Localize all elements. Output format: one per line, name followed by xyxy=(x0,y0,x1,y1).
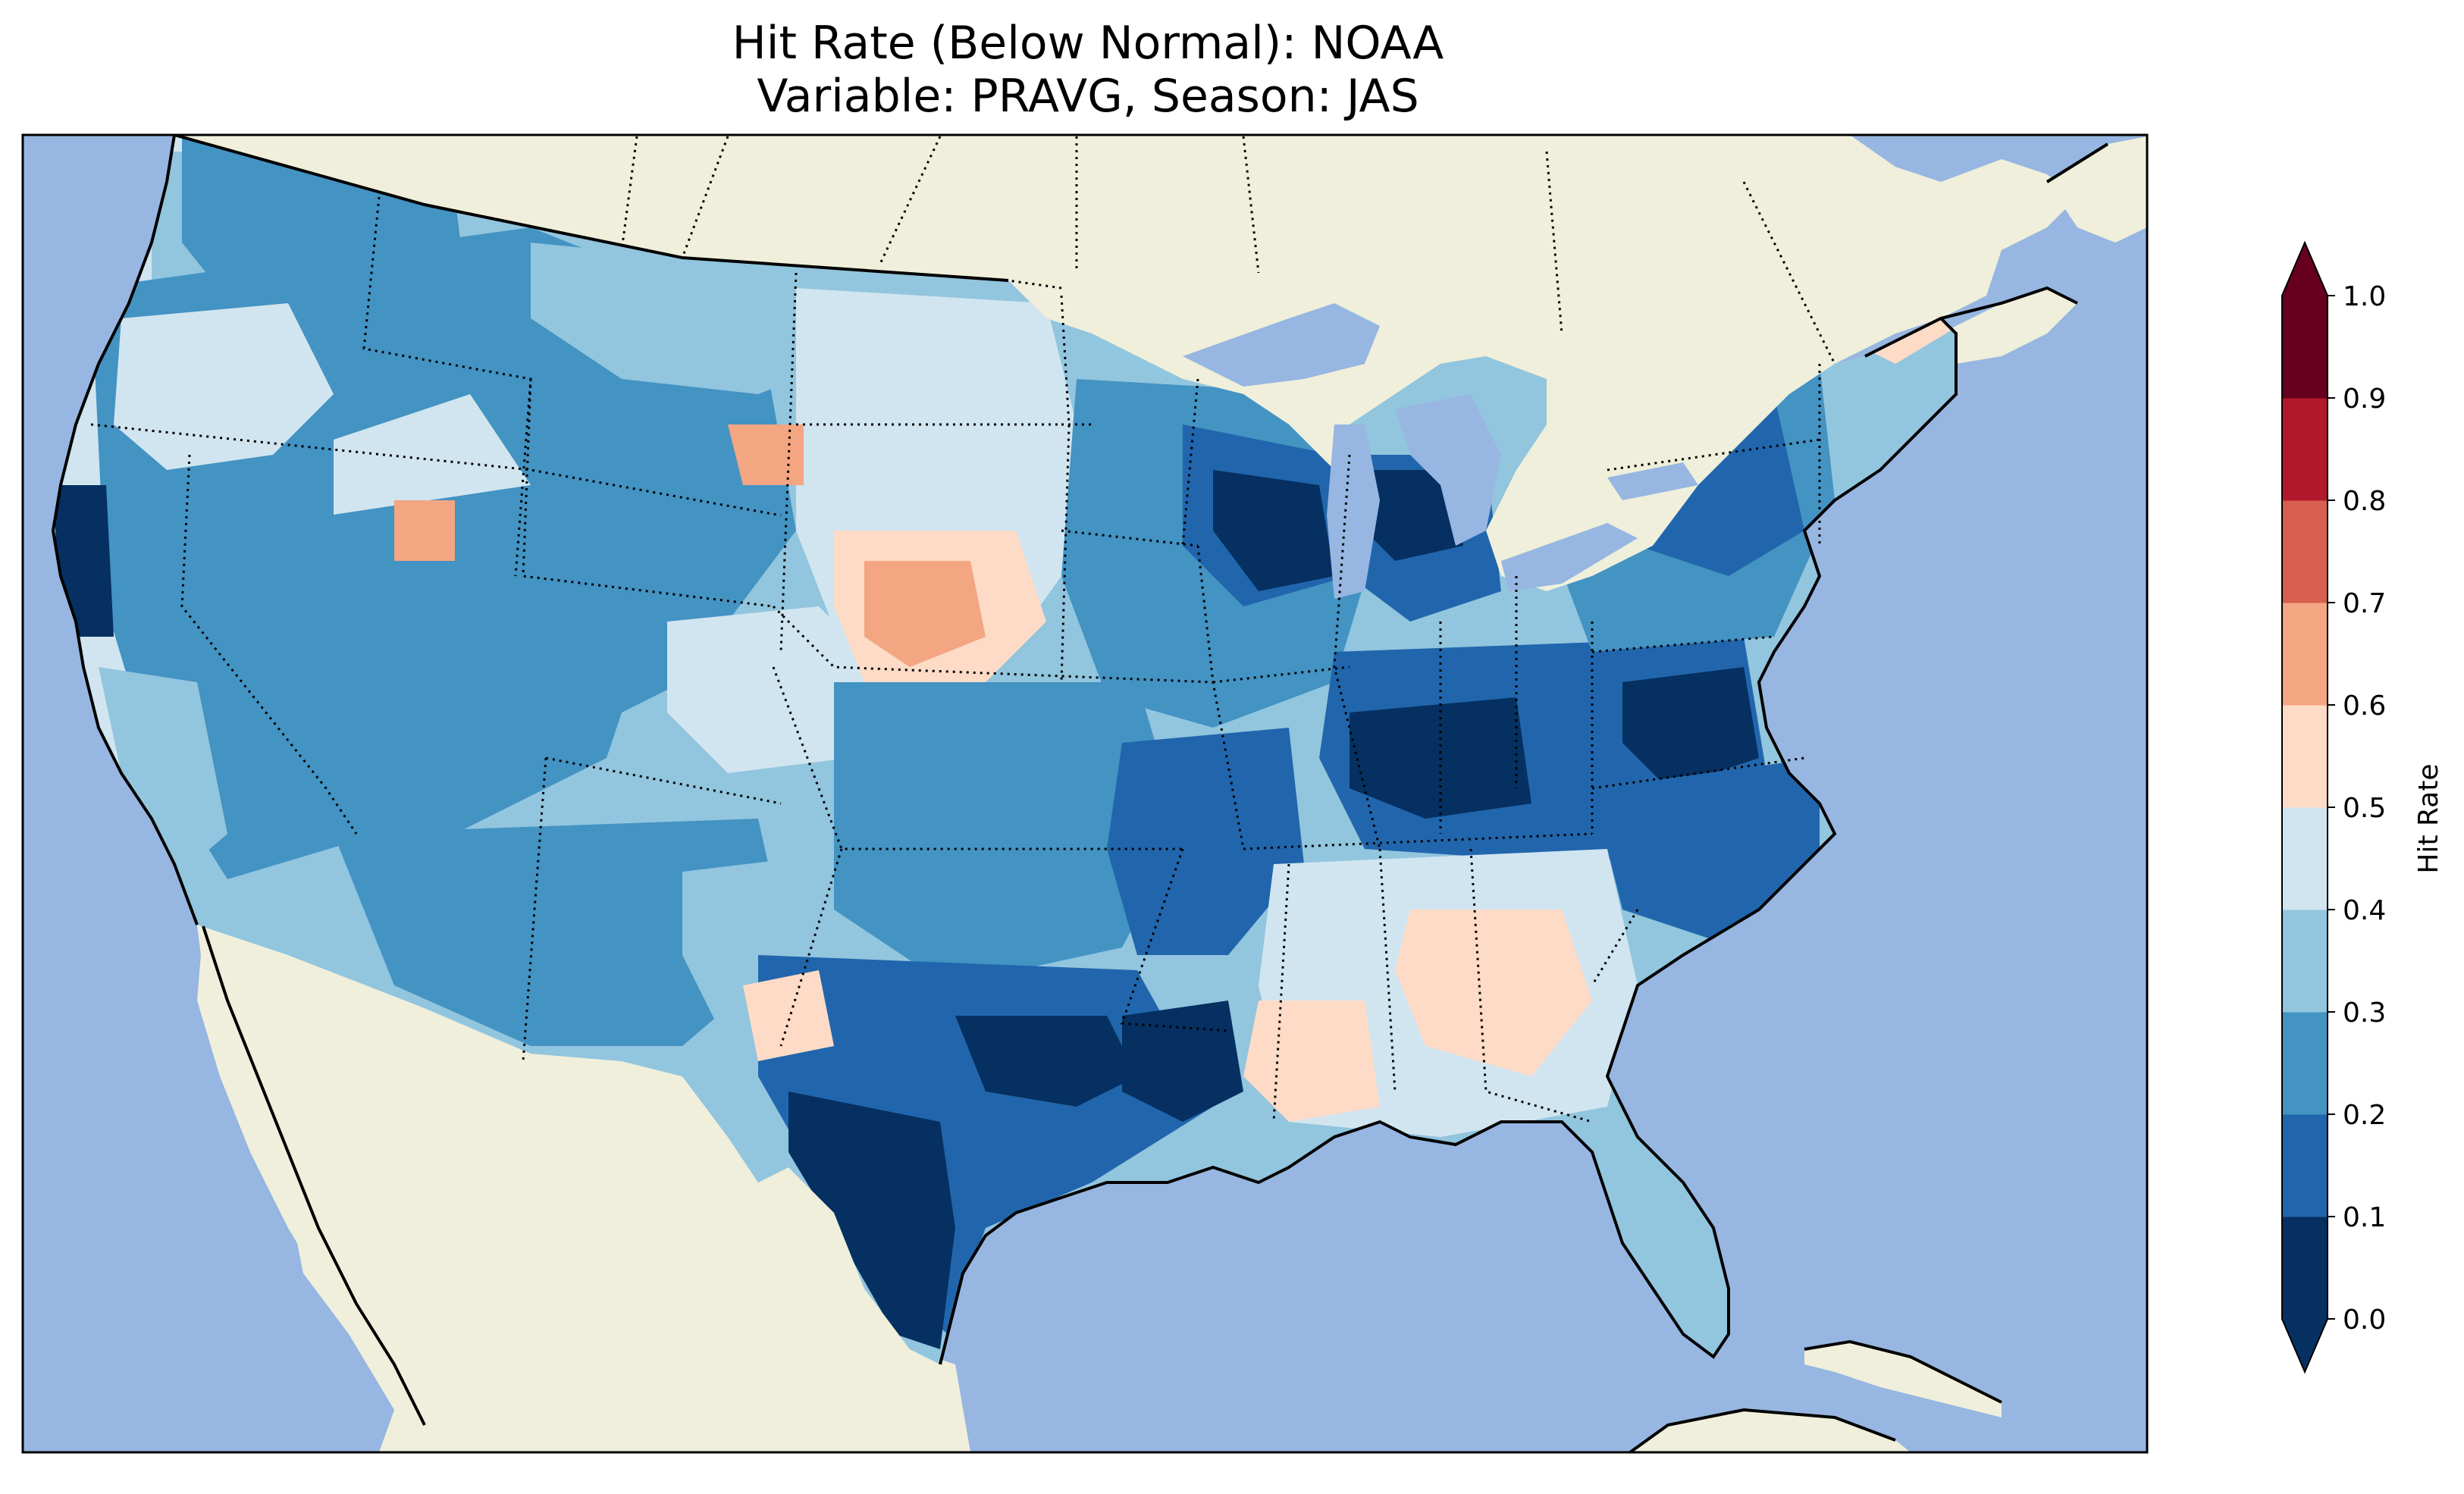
region-ks xyxy=(834,682,1183,985)
region-mt xyxy=(531,243,872,394)
map-title: Hit Rate (Below Normal): NOAA xyxy=(732,17,1444,70)
colorbar-segment xyxy=(2282,1012,2328,1115)
region-la-darkest xyxy=(1122,1001,1243,1122)
region-ms-warm xyxy=(1243,1001,1380,1122)
colorbar-tick-label: 0.7 xyxy=(2343,588,2386,619)
colorbar-segment xyxy=(2282,910,2328,1013)
newfoundland-land xyxy=(2047,136,2147,243)
colorbar-segment xyxy=(2282,1217,2328,1320)
map-subtitle: Variable: PRAVG, Season: JAS xyxy=(757,70,1419,123)
colorbar-tick-label: 0.6 xyxy=(2343,691,2386,722)
colorbar-tick-label: 0.2 xyxy=(2343,1100,2386,1131)
colorbar-tick-label: 0.5 xyxy=(2343,793,2386,824)
colorbar-segment xyxy=(2282,807,2328,910)
colorbar-segment xyxy=(2282,296,2328,399)
nova-scotia-land xyxy=(1941,288,2077,364)
mexico-land xyxy=(197,925,970,1452)
map-area xyxy=(23,135,2147,1452)
region-gaal-warm xyxy=(1395,910,1592,1076)
colorbar-segment xyxy=(2282,500,2328,603)
region-va-darkest xyxy=(1622,667,1759,788)
colorbar-tick-label: 0.8 xyxy=(2343,486,2386,517)
colorbar-tick-label: 0.1 xyxy=(2343,1202,2386,1233)
lake-erie xyxy=(1501,523,1638,591)
region-carolinas xyxy=(1592,758,1820,940)
cuba-land xyxy=(1804,1342,2002,1417)
region-nw-light xyxy=(114,303,334,470)
state-borders xyxy=(90,196,1821,1123)
colorbar-segment xyxy=(2282,1114,2328,1217)
lake-huron xyxy=(1395,394,1501,546)
colorbar-tick-label: 0.9 xyxy=(2343,384,2386,415)
region-tx-north-darkest xyxy=(955,1016,1137,1107)
region-nm-warm xyxy=(743,970,834,1061)
region-nv xyxy=(197,485,652,849)
colorbar-extend-max xyxy=(2282,243,2328,296)
lake-michigan xyxy=(1327,424,1380,599)
colorbar-segment xyxy=(2282,398,2328,501)
region-ne-hot xyxy=(864,561,986,667)
region-id-warm xyxy=(394,500,455,561)
colorbar-tick-label: 1.0 xyxy=(2343,281,2386,312)
region-wy-warm xyxy=(728,424,804,485)
region-mi-darkest xyxy=(1365,470,1463,561)
canada-land xyxy=(174,135,2077,591)
colorbar-tick-label: 0.4 xyxy=(2343,895,2386,926)
lake-superior xyxy=(1183,303,1380,387)
colorbar-segment xyxy=(2282,705,2328,808)
lake-ontario xyxy=(1607,462,1698,500)
map-frame xyxy=(21,133,2149,1454)
region-ar xyxy=(1107,728,1304,955)
colorbar-tick-label: 0.0 xyxy=(2343,1305,2386,1336)
colorbar-segment xyxy=(2282,603,2328,706)
region-ca-south-light xyxy=(99,667,227,879)
country-borders xyxy=(620,136,1836,365)
coastlines xyxy=(51,135,2109,1452)
region-wi-darkest xyxy=(1213,470,1334,591)
colorbar: 0.0 0.1 0.2 0.3 0.4 0.5 0.6 0.7 0.8 0.9 1.0 xyxy=(2281,240,2386,1374)
colorbar-tick-label: 0.3 xyxy=(2343,998,2386,1029)
colorbar-extend-min xyxy=(2282,1319,2328,1372)
region-az xyxy=(334,819,788,1046)
colorbar-label: Hit Rate xyxy=(2413,763,2444,873)
region-tx-darkest xyxy=(788,1092,955,1349)
